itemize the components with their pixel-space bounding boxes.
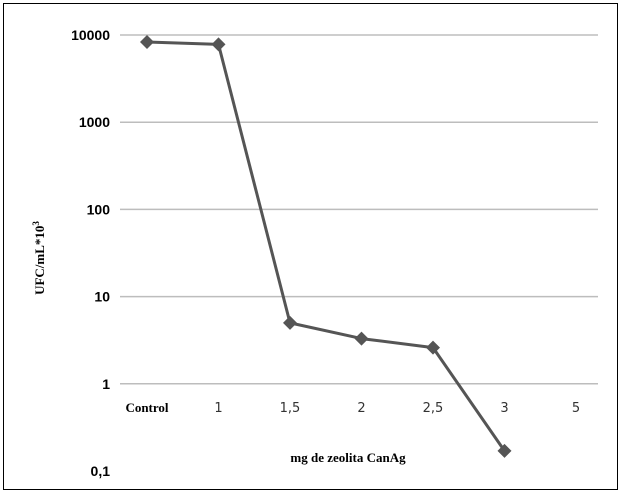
x-axis-label: mg de zeolita CanAg [290,450,406,465]
y-tick-labels: 0,1 1 10 100 1000 10000 [71,27,110,479]
data-point-marker [426,340,440,355]
data-point-marker [211,37,226,52]
series-line [146,40,506,452]
x-tick-label: Control [125,400,168,415]
y-tick-label: 10000 [71,27,110,43]
x-tick-label: 1,5 [280,401,301,416]
x-tick-label: 5 [572,401,580,416]
y-axis-label-main: UFC/mL*10 [32,226,47,295]
x-tick-label: 3 [500,401,508,416]
x-tick-labels: Control 1 1,5 2 2,5 3 5 [125,400,580,416]
series-layer [140,35,512,458]
x-tick-label: 2 [357,401,365,416]
x-tick-label: 2,5 [423,401,444,416]
y-tick-label: 100 [87,201,111,217]
y-tick-label: 1000 [79,114,110,130]
y-tick-label: 10 [94,289,110,305]
data-point-marker [140,35,154,50]
data-point-marker [354,331,369,346]
data-point-marker [497,443,512,458]
data-point-marker [283,315,297,330]
grid-layer [120,34,598,385]
y-axis-label: UFC/mL*103 [31,221,47,295]
y-tick-label: 1 [102,376,110,392]
y-axis-label-superscript: 3 [31,221,41,226]
y-tick-label: 0,1 [91,463,111,479]
x-tick-label: 1 [214,401,222,416]
chart-frame [3,3,618,490]
